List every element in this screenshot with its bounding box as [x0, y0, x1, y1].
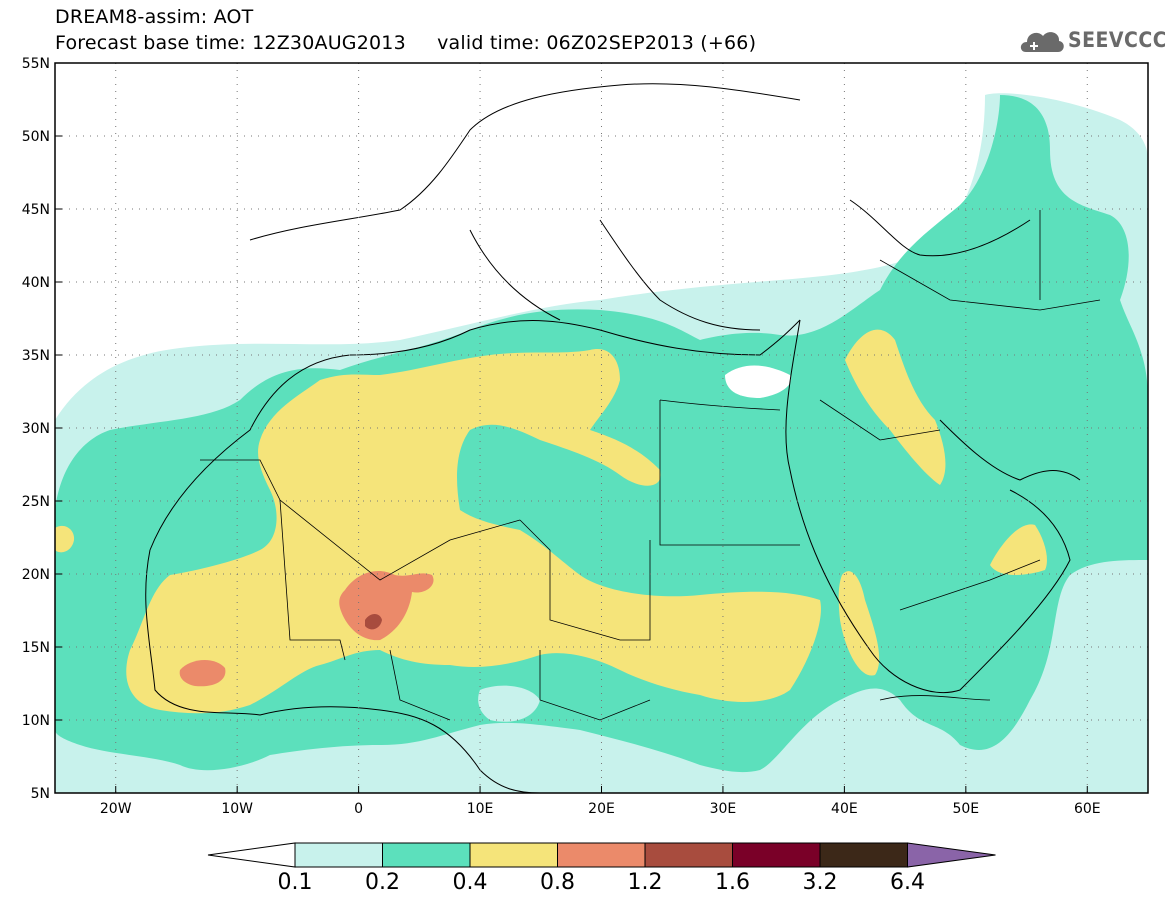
lat-tick-label: 20N [22, 567, 50, 583]
logo-text: SEEVCCC [1068, 28, 1165, 52]
colorbar-segment [294, 842, 383, 868]
colorbar-label: 6.4 [890, 870, 925, 895]
lon-tick-label: 20W [100, 801, 132, 817]
colorbar-segment [382, 842, 471, 868]
colorbar-label: 0.8 [540, 870, 575, 895]
colorbar-segment [557, 842, 646, 868]
lon-tick-label: 30E [710, 801, 737, 817]
colorbar-below-arrow [207, 842, 296, 868]
lat-tick-label: 35N [22, 348, 50, 364]
lat-tick-label: 10N [22, 713, 50, 729]
seevccc-logo: SEEVCCC [1018, 24, 1165, 58]
lat-tick-label: 40N [22, 275, 50, 291]
colorbar [207, 842, 996, 868]
map-title: DREAM8-assim: AOT [55, 6, 254, 28]
lat-tick-label: 30N [22, 421, 50, 437]
aot-level-0.8-senegal [179, 659, 226, 687]
forecast-time: Forecast base time: 12Z30AUG2013 valid t… [55, 32, 757, 54]
colorbar-label: 0.1 [277, 870, 313, 895]
lat-tick-label: 45N [22, 202, 50, 218]
lat-tick-label: 25N [22, 494, 50, 510]
colorbar-segment [819, 842, 908, 868]
colorbar-label: 1.2 [627, 870, 663, 895]
aot-level-0.4-atlantic [55, 525, 75, 553]
lat-tick-label: 5N [31, 786, 50, 802]
colorbar-above-arrow [907, 842, 996, 868]
colorbar-segment [732, 842, 821, 868]
colorbar-label: 0.4 [452, 870, 488, 895]
lon-tick-label: 10E [467, 801, 494, 817]
colorbar-segment [644, 842, 733, 868]
colorbar-label: 3.2 [802, 870, 838, 895]
aot-level-0.4-oman [990, 524, 1047, 575]
colorbar-label: 1.6 [715, 870, 750, 895]
lon-tick-label: 20E [588, 801, 615, 817]
lat-tick-label: 55N [22, 56, 50, 72]
borders [200, 210, 1101, 721]
lat-lon-grid [55, 63, 1148, 793]
colorbar-label: 0.2 [365, 870, 400, 895]
lon-tick-label: 40E [831, 801, 858, 817]
lon-tick-labels: 20W 10W 0 10E 20E 30E 40E 50E 60E [100, 786, 1101, 817]
lat-tick-label: 15N [22, 640, 50, 656]
cloud-logo-icon [1020, 32, 1064, 52]
lat-tick-label: 50N [22, 129, 50, 145]
aot-level-0.8-niger [339, 570, 434, 641]
lon-tick-label: 10W [221, 801, 253, 817]
lon-tick-label: 0 [354, 801, 363, 817]
lon-tick-label: 60E [1074, 801, 1101, 817]
aot-level-1.2 [365, 614, 382, 630]
lon-tick-label: 50E [952, 801, 979, 817]
aot-level-0.4-sahara [126, 349, 821, 714]
coastlines [145, 83, 1081, 793]
colorbar-segment [469, 842, 558, 868]
lat-tick-labels: 5N 10N 15N 20N 25N 30N 35N 40N 45N 50N 55N [22, 56, 62, 802]
aot-level-0.4-arabia [845, 329, 946, 485]
